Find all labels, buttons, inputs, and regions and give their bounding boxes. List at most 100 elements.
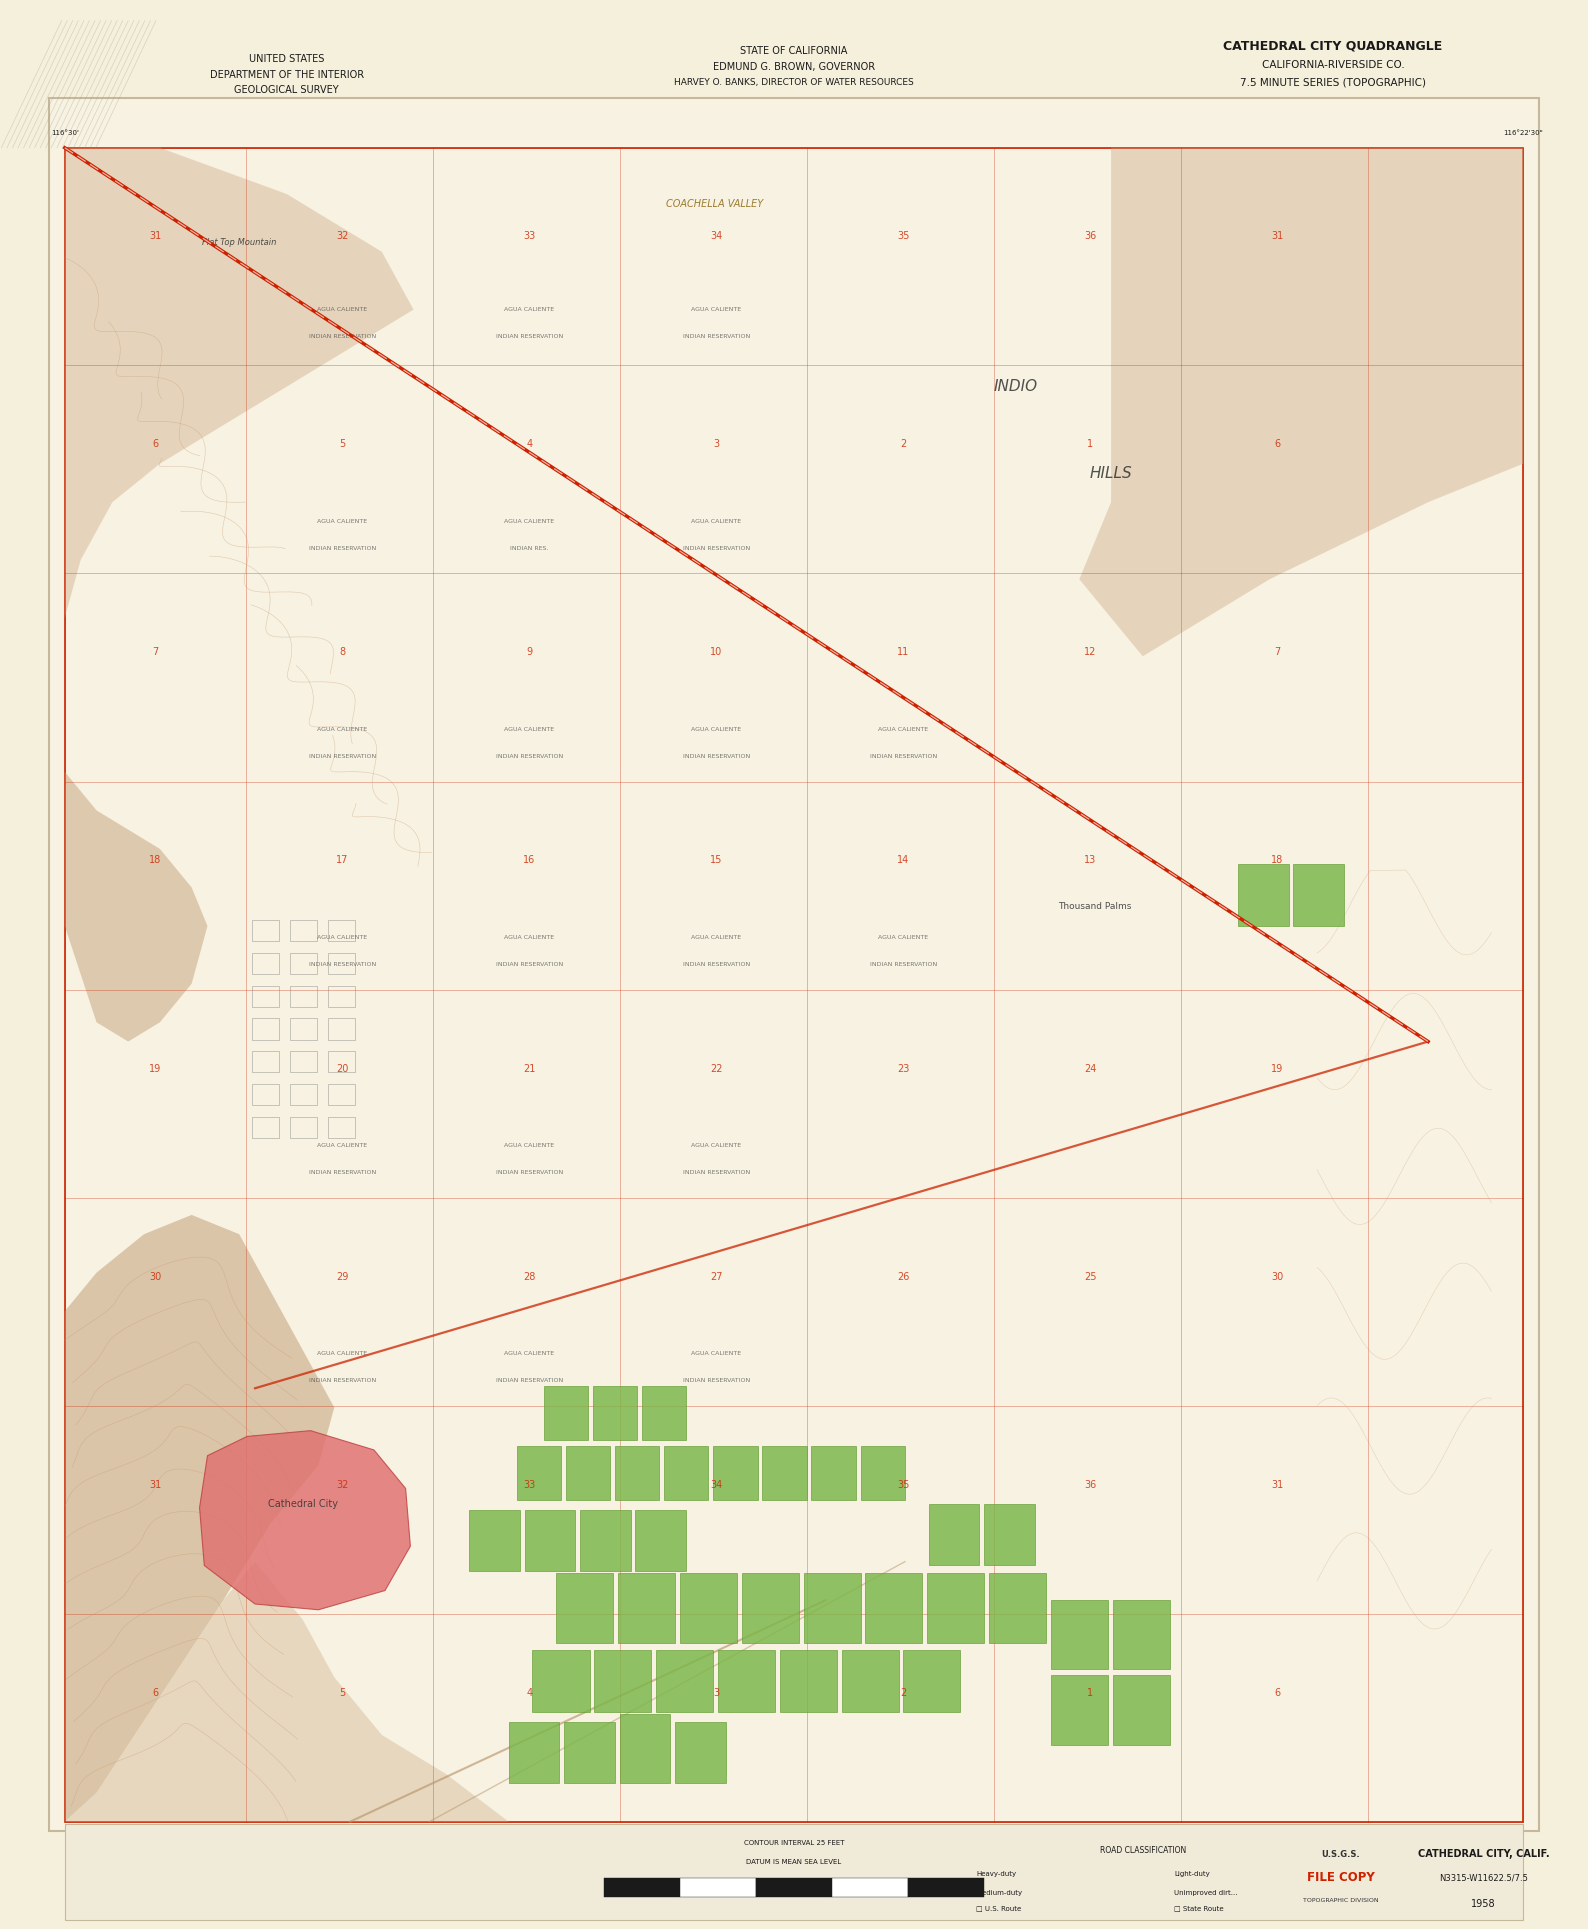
Bar — [508, 1721, 559, 1782]
Bar — [929, 1505, 980, 1566]
Text: AGUA CALIENTE: AGUA CALIENTE — [318, 727, 367, 731]
Bar — [1239, 864, 1288, 926]
Text: 12: 12 — [1085, 648, 1097, 658]
Bar — [291, 920, 318, 941]
Text: INDIAN RESERVATION: INDIAN RESERVATION — [683, 1377, 750, 1383]
Text: AGUA CALIENTE: AGUA CALIENTE — [318, 936, 367, 939]
Bar — [656, 1649, 713, 1711]
Bar — [675, 1721, 726, 1782]
Bar — [565, 1447, 610, 1501]
Bar — [1293, 864, 1343, 926]
Text: CATHEDRAL CITY, CALIF.: CATHEDRAL CITY, CALIF. — [1418, 1850, 1550, 1860]
Text: 31: 31 — [1272, 231, 1283, 241]
Text: AGUA CALIENTE: AGUA CALIENTE — [691, 1350, 742, 1356]
Bar — [65, 149, 1523, 1821]
Bar — [516, 1447, 561, 1501]
Text: INDIAN RESERVATION: INDIAN RESERVATION — [495, 754, 562, 758]
Bar — [664, 1447, 708, 1501]
Text: 17: 17 — [337, 855, 348, 866]
Bar — [291, 1051, 318, 1073]
Text: DATUM IS MEAN SEA LEVEL: DATUM IS MEAN SEA LEVEL — [746, 1860, 842, 1865]
Text: 116°22'30": 116°22'30" — [1504, 131, 1544, 137]
Text: AGUA CALIENTE: AGUA CALIENTE — [318, 1144, 367, 1148]
Text: INDIAN RES.: INDIAN RES. — [510, 546, 548, 552]
Text: INDIAN RESERVATION: INDIAN RESERVATION — [308, 754, 376, 758]
Polygon shape — [65, 149, 208, 1042]
Text: Light-duty: Light-duty — [1175, 1871, 1210, 1877]
Text: AGUA CALIENTE: AGUA CALIENTE — [318, 307, 367, 312]
Text: TOPOGRAPHIC DIVISION: TOPOGRAPHIC DIVISION — [1304, 1898, 1378, 1904]
Text: HILLS: HILLS — [1089, 465, 1132, 480]
Text: 16: 16 — [522, 855, 535, 866]
Text: 2: 2 — [900, 1688, 907, 1698]
Bar — [252, 986, 279, 1007]
Text: 6: 6 — [1275, 1688, 1280, 1698]
Bar — [865, 1574, 923, 1642]
Text: AGUA CALIENTE: AGUA CALIENTE — [505, 727, 554, 731]
Text: 35: 35 — [897, 1480, 910, 1489]
Text: INDIAN RESERVATION: INDIAN RESERVATION — [870, 754, 937, 758]
Bar — [291, 1084, 318, 1105]
Bar — [842, 1649, 899, 1711]
Text: ROAD CLASSIFICATION: ROAD CLASSIFICATION — [1099, 1846, 1186, 1856]
Text: FILE COPY: FILE COPY — [1307, 1871, 1375, 1885]
Text: INDIAN RESERVATION: INDIAN RESERVATION — [683, 754, 750, 758]
Text: 20: 20 — [337, 1063, 348, 1074]
Text: 21: 21 — [522, 1063, 535, 1074]
Text: 1: 1 — [1088, 1688, 1094, 1698]
Text: 28: 28 — [522, 1271, 535, 1281]
Text: INDIAN RESERVATION: INDIAN RESERVATION — [683, 334, 750, 340]
Bar — [592, 1387, 637, 1441]
Text: 7: 7 — [1274, 648, 1280, 658]
Text: AGUA CALIENTE: AGUA CALIENTE — [691, 1144, 742, 1148]
Bar — [291, 986, 318, 1007]
Polygon shape — [65, 149, 413, 617]
Bar — [985, 1505, 1035, 1566]
Text: 32: 32 — [337, 1480, 348, 1489]
Bar — [252, 920, 279, 941]
Text: 31: 31 — [149, 1480, 162, 1489]
Text: 6: 6 — [1275, 440, 1280, 449]
Bar — [832, 1877, 908, 1896]
Text: 3: 3 — [713, 440, 719, 449]
Text: 1958: 1958 — [1470, 1900, 1496, 1910]
Bar — [615, 1447, 659, 1501]
Bar — [635, 1510, 686, 1572]
Text: Cathedral City: Cathedral City — [268, 1499, 338, 1508]
Text: 19: 19 — [1272, 1063, 1283, 1074]
Bar — [564, 1721, 615, 1782]
Polygon shape — [65, 1562, 508, 1821]
Bar — [329, 1084, 354, 1105]
Bar — [756, 1877, 832, 1896]
Text: 6: 6 — [152, 440, 159, 449]
Text: 1: 1 — [1088, 440, 1094, 449]
Text: 7.5 MINUTE SERIES (TOPOGRAPHIC): 7.5 MINUTE SERIES (TOPOGRAPHIC) — [1240, 77, 1426, 87]
Text: 4: 4 — [526, 1688, 532, 1698]
Bar — [468, 1510, 519, 1572]
Bar — [1113, 1674, 1170, 1744]
Bar — [329, 1051, 354, 1073]
Text: 31: 31 — [149, 231, 162, 241]
Text: INDIAN RESERVATION: INDIAN RESERVATION — [308, 1171, 376, 1175]
Text: 25: 25 — [1085, 1271, 1097, 1281]
Bar — [594, 1649, 651, 1711]
Bar — [762, 1447, 807, 1501]
Bar — [603, 1877, 680, 1896]
Text: 11: 11 — [897, 648, 910, 658]
Bar — [252, 1117, 279, 1138]
Text: 30: 30 — [149, 1271, 162, 1281]
Text: 10: 10 — [710, 648, 723, 658]
Bar — [780, 1649, 837, 1711]
Bar — [742, 1574, 799, 1642]
Text: 9: 9 — [526, 648, 532, 658]
Text: STATE OF CALIFORNIA: STATE OF CALIFORNIA — [740, 46, 848, 56]
Text: 30: 30 — [1272, 1271, 1283, 1281]
Bar — [989, 1574, 1046, 1642]
Bar — [329, 920, 354, 941]
Text: 34: 34 — [710, 1480, 723, 1489]
Text: INDIO: INDIO — [994, 380, 1039, 394]
Text: 5: 5 — [340, 1688, 345, 1698]
Text: GEOLOGICAL SURVEY: GEOLOGICAL SURVEY — [235, 85, 340, 95]
Text: 3: 3 — [713, 1688, 719, 1698]
Text: HARVEY O. BANKS, DIRECTOR OF WATER RESOURCES: HARVEY O. BANKS, DIRECTOR OF WATER RESOU… — [675, 77, 913, 87]
